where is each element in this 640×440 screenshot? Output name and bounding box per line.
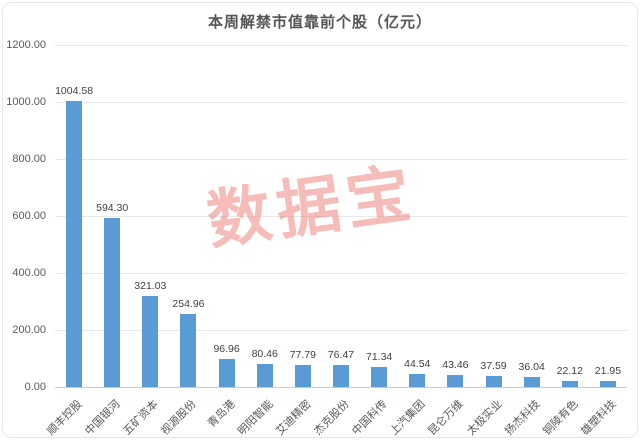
bar-value-label: 80.46: [251, 348, 278, 361]
bar-slot: 36.04 扬杰科技: [503, 45, 551, 438]
gridline: [55, 273, 627, 274]
x-axis-category-label: 太极实业: [464, 398, 505, 438]
y-axis-tick-label: 1000.00: [6, 96, 46, 108]
x-axis-category-label: 中国科传: [350, 398, 390, 438]
bar-value-label: 22.12: [556, 364, 583, 377]
bar-slot: 77.79 艾迪精密: [274, 45, 322, 438]
gridline: [55, 102, 627, 103]
bar-slot: 1004.58 顺丰控股: [45, 45, 94, 438]
bar-value-label: 21.95: [594, 364, 622, 377]
bar-slot: 22.12 铜陵有色: [541, 45, 589, 438]
bar-slot: 594.30 中国银河: [83, 45, 131, 438]
bar: [485, 376, 502, 387]
bar-slot: 76.47 杰克股份: [312, 45, 360, 438]
x-axis-category-label: 昆仑万维: [426, 398, 466, 438]
y-axis-tick-label: 200.00: [12, 324, 46, 336]
x-axis-category-label: 扬杰科技: [502, 398, 543, 438]
x-axis-category-label: 上汽集团: [388, 398, 428, 438]
bar: [218, 359, 235, 387]
bar: [256, 364, 273, 387]
bar-slot: 43.46 昆仑万维: [426, 45, 474, 438]
bar: [371, 366, 388, 387]
bar-value-label: 36.04: [518, 360, 545, 373]
y-axis-tick-label: 400.00: [12, 267, 46, 279]
bar: [409, 374, 426, 387]
bar-slot: 80.46 明阳智能: [236, 45, 284, 438]
bar: [332, 365, 349, 387]
x-axis-category-label: 雄塑科技: [578, 398, 619, 438]
gridline: [55, 216, 627, 217]
bar-value-label: 321.03: [134, 279, 167, 292]
x-axis-category-label: 视源股份: [159, 398, 200, 438]
bar: [294, 364, 311, 387]
plot-area: 1200.00 1000.00 800.00 600.00 400.00 200.00 0.…: [6, 39, 627, 438]
bar-value-label: 254.96: [172, 298, 205, 311]
bar: [523, 376, 540, 387]
bar-value-label: 44.54: [404, 358, 431, 371]
bar-value-label: 43.46: [442, 358, 469, 371]
bar-value-label: 71.34: [365, 350, 393, 363]
bar-value-label: 594.30: [96, 201, 129, 214]
x-axis-category-label: 五矿资本: [121, 398, 161, 438]
bar: [180, 314, 197, 387]
gridline: [55, 45, 627, 46]
bar-value-label: 1004.58: [55, 84, 94, 97]
chart-title: 本周解禁市值靠前个股（亿元）: [207, 14, 432, 31]
bar: [561, 380, 578, 387]
bar-slot: 321.03 五矿资本: [121, 45, 169, 438]
bar: [599, 380, 616, 387]
x-axis-category-label: 青岛港: [205, 398, 238, 430]
gridline: [55, 159, 627, 160]
bar: [142, 295, 159, 387]
bar-value-label: 76.47: [327, 349, 355, 362]
bar-slot: 96.96 青岛港: [205, 45, 246, 430]
bar-slot: 37.59 太极实业: [465, 45, 512, 437]
bar: [66, 100, 83, 387]
x-axis-category-label: 中国银河: [83, 398, 123, 438]
x-axis-category-label: 艾迪精密: [273, 398, 314, 438]
y-axis-tick-label: 800.00: [12, 153, 46, 165]
bar-slot: 21.95 雄塑科技: [579, 45, 627, 438]
bar-slot: 254.96 视源股份: [159, 45, 207, 437]
y-axis-tick-label: 0.00: [24, 381, 46, 393]
x-axis-category-label: 铜陵有色: [540, 398, 581, 438]
bar-value-label: 77.79: [289, 348, 316, 361]
gridline: [55, 387, 627, 388]
bar-value-label: 37.59: [480, 360, 507, 373]
y-axis-tick-label: 1200.00: [6, 39, 46, 51]
bar: [447, 374, 464, 387]
y-axis-tick-label: 600.00: [12, 210, 46, 222]
x-axis-category-label: 杰克股份: [311, 398, 352, 438]
bar: [104, 217, 121, 387]
x-axis-category-label: 明阳智能: [235, 398, 276, 438]
gridline: [55, 330, 627, 331]
x-axis-category-label: 顺丰控股: [45, 398, 85, 438]
bar-slot: 44.54 上汽集团: [388, 45, 436, 437]
bar-slot: 71.34 中国科传: [350, 45, 398, 438]
bar-value-label: 96.96: [213, 343, 240, 356]
